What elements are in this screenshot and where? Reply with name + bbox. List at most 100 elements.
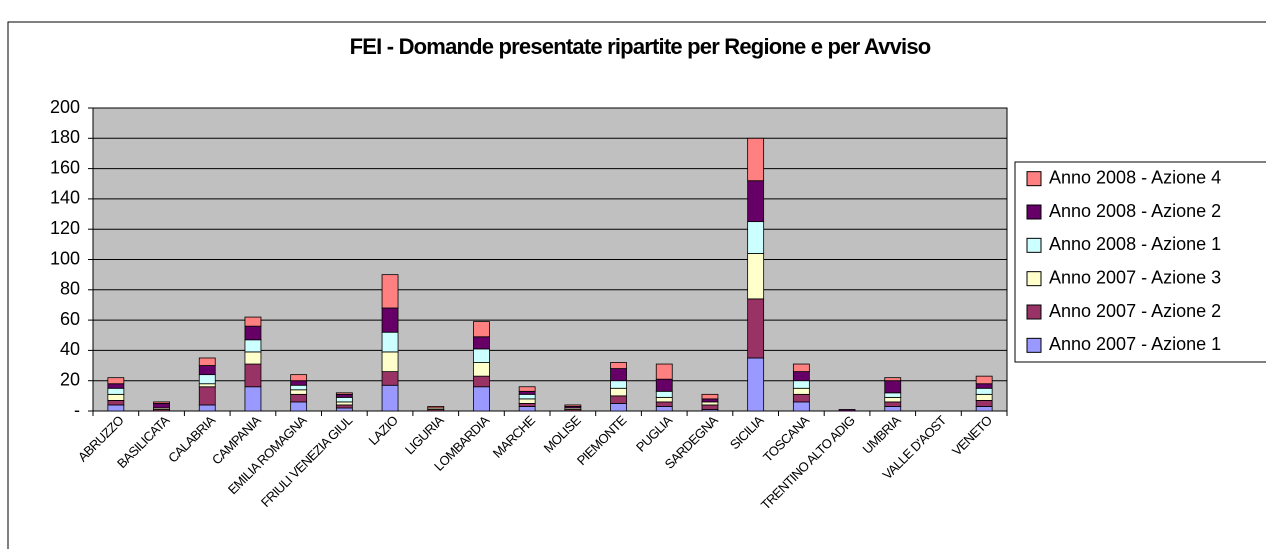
bar-segment xyxy=(198,404,216,412)
bar-segment xyxy=(838,409,856,412)
bar-segment xyxy=(107,377,125,385)
bar-segment xyxy=(747,180,765,223)
bar-segment xyxy=(884,396,902,403)
bar-segment xyxy=(610,368,627,382)
bar-segment xyxy=(884,401,902,407)
bar-segment xyxy=(701,393,719,400)
bar-segment xyxy=(107,399,125,406)
bar-segment xyxy=(107,404,125,412)
bar-segment xyxy=(473,386,490,412)
bar-segment xyxy=(655,378,673,392)
bar-segment xyxy=(792,393,810,403)
bar-segment xyxy=(427,406,445,409)
legend-swatch xyxy=(1026,171,1042,187)
y-tick-label: - xyxy=(74,400,80,420)
bar-segment xyxy=(610,395,627,404)
bar-segment xyxy=(518,393,536,400)
bar-segment xyxy=(884,406,902,412)
bar-segment xyxy=(244,351,262,365)
bar-segment xyxy=(975,406,993,412)
bar-segment xyxy=(518,406,536,412)
bar-segment xyxy=(107,387,125,395)
bar-segment xyxy=(473,362,490,377)
bar-segment xyxy=(381,274,399,309)
bar-segment xyxy=(975,383,993,389)
bar-segment xyxy=(198,374,216,385)
y-tick-label: 40 xyxy=(60,339,80,359)
legend-swatch xyxy=(1026,237,1042,253)
y-tick-label: 120 xyxy=(50,218,80,238)
bar-segment xyxy=(335,396,353,403)
bar-segment xyxy=(244,363,262,388)
bar-segment xyxy=(381,307,399,333)
bar-segment xyxy=(884,380,902,394)
y-tick-label: 100 xyxy=(50,248,80,268)
y-tick-label: 60 xyxy=(60,309,80,329)
bar-segment xyxy=(792,387,810,395)
legend-box xyxy=(1014,161,1266,363)
bar-segment xyxy=(290,374,308,382)
chart-title: FEI - Domande presentate ripartite per R… xyxy=(350,34,931,59)
y-tick-label: 20 xyxy=(60,369,80,389)
bar-segment xyxy=(244,339,262,353)
bar-segment xyxy=(655,396,673,403)
bar-segment xyxy=(473,321,490,338)
bar-segment xyxy=(198,383,216,388)
bar-segment xyxy=(747,253,765,300)
bar-segment xyxy=(701,401,719,406)
bar-segment xyxy=(975,375,993,385)
bar-segment xyxy=(290,380,308,386)
bar-segment xyxy=(381,384,399,412)
bar-segment xyxy=(244,386,262,412)
bar-segment xyxy=(655,363,673,380)
bar-segment xyxy=(335,404,353,409)
legend-swatch xyxy=(1026,304,1042,320)
legend-swatch xyxy=(1026,271,1042,287)
legend-label: Anno 2008 - Azione 2 xyxy=(1049,201,1221,221)
bar-segment xyxy=(792,380,810,389)
legend-label: Anno 2008 - Azione 1 xyxy=(1049,234,1221,254)
bar-segment xyxy=(701,398,719,403)
bar-segment xyxy=(244,325,262,341)
bar-segment xyxy=(381,331,399,353)
y-tick-label: 160 xyxy=(50,157,80,177)
legend-label: Anno 2008 - Azione 4 xyxy=(1049,167,1221,187)
bar-segment xyxy=(381,371,399,386)
legend-label: Anno 2007 - Azione 3 xyxy=(1049,267,1221,287)
bar-segment xyxy=(747,137,765,182)
bar-segment xyxy=(153,403,170,409)
legend-label: Anno 2007 - Azione 2 xyxy=(1049,301,1221,321)
bar-segment xyxy=(290,384,308,391)
bar-segment xyxy=(975,399,993,407)
bar-segment xyxy=(747,298,765,359)
y-tick-label: 140 xyxy=(50,188,80,208)
bar-segment xyxy=(884,392,902,398)
bar-segment xyxy=(335,407,353,412)
bar-segment xyxy=(290,389,308,395)
bar-segment xyxy=(975,393,993,401)
bar-segment xyxy=(518,386,536,392)
y-tick-label: 80 xyxy=(60,279,80,299)
bar-segment xyxy=(792,371,810,382)
bar-segment xyxy=(244,316,262,327)
bar-segment xyxy=(473,336,490,350)
bar-segment xyxy=(198,365,216,376)
bar-segment xyxy=(335,392,353,395)
bar-segment xyxy=(747,221,765,254)
y-tick-label: 200 xyxy=(50,97,80,117)
legend-swatch xyxy=(1026,337,1042,353)
bar-segment xyxy=(473,375,490,388)
bar-segment xyxy=(107,383,125,389)
bar-segment xyxy=(975,387,993,395)
bar-segment xyxy=(655,401,673,407)
bar-segment xyxy=(335,393,353,398)
y-tick-label: 180 xyxy=(50,127,80,147)
bar-segment xyxy=(701,404,719,410)
bar-segment xyxy=(792,363,810,373)
bar-segment xyxy=(747,357,765,412)
bar-segment xyxy=(335,401,353,406)
bar-segment xyxy=(655,390,673,398)
bar-segment xyxy=(610,362,627,369)
